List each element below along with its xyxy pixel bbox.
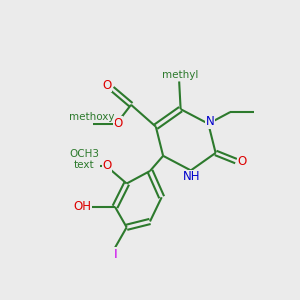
Text: N: N [206, 115, 214, 128]
Text: OCH3
text: OCH3 text [69, 149, 99, 170]
Text: NH: NH [183, 170, 200, 183]
Text: O: O [113, 117, 122, 130]
Text: O: O [102, 79, 112, 92]
Text: O: O [103, 159, 112, 172]
Text: methoxy: methoxy [69, 112, 114, 122]
Text: OH: OH [73, 200, 91, 213]
Text: methyl: methyl [162, 70, 198, 80]
Text: I: I [114, 248, 118, 261]
Text: O: O [238, 154, 247, 168]
